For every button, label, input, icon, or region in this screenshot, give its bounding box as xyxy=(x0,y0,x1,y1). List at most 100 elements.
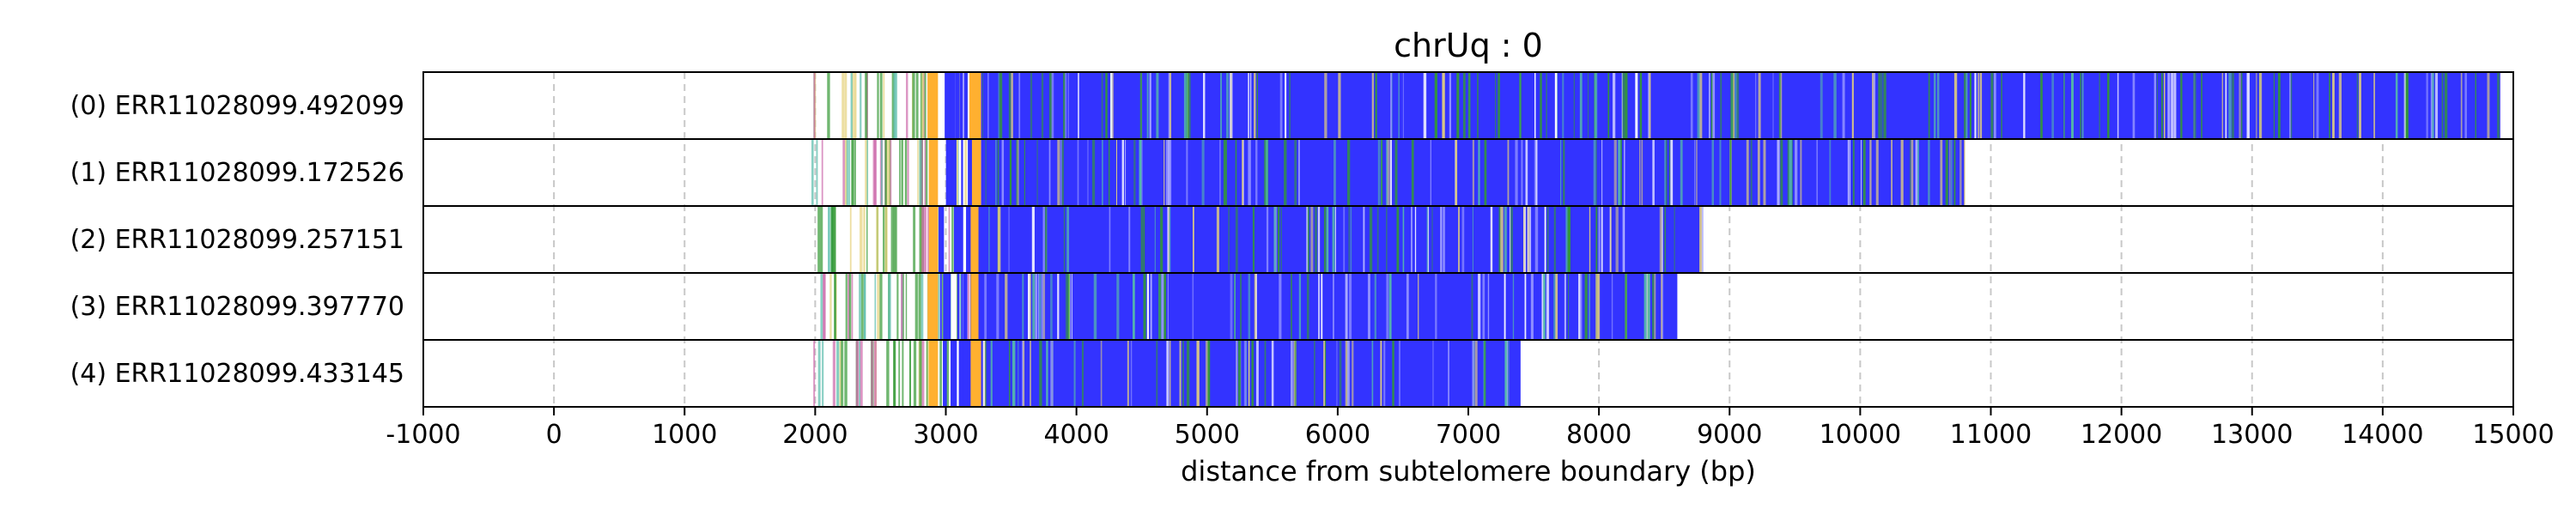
boundary-block xyxy=(928,206,939,273)
variant-stripe xyxy=(2426,72,2428,139)
variant-stripe xyxy=(1110,72,1113,139)
variant-stripe xyxy=(844,340,848,407)
variant-stripe xyxy=(1411,206,1413,273)
variant-stripe xyxy=(1192,273,1194,340)
variant-stripe xyxy=(1579,72,1583,139)
variant-stripe xyxy=(1333,273,1334,340)
variant-stripe xyxy=(1829,139,1832,206)
variant-stripe xyxy=(1915,139,1918,206)
variant-stripe xyxy=(1041,72,1044,139)
variant-stripe xyxy=(893,206,896,273)
variant-stripe xyxy=(1878,72,1881,139)
repeat-stripe xyxy=(959,72,963,139)
variant-stripe xyxy=(893,72,896,139)
variant-stripe xyxy=(2081,72,2084,139)
variant-stripe xyxy=(1219,139,1221,206)
variant-stripe xyxy=(841,340,844,407)
variant-stripe xyxy=(888,273,891,340)
x-tick-label: 10000 xyxy=(1820,420,1901,450)
variant-stripe xyxy=(913,340,917,407)
variant-stripe xyxy=(921,206,925,273)
variant-stripe xyxy=(2289,72,2293,139)
variant-stripe xyxy=(1669,139,1671,206)
variant-stripe xyxy=(912,72,915,139)
variant-stripe xyxy=(1050,340,1054,407)
variant-stripe xyxy=(1729,139,1732,206)
variant-stripe xyxy=(1553,273,1556,340)
variant-stripe xyxy=(2256,72,2257,139)
variant-stripe xyxy=(1618,139,1621,206)
variant-stripe xyxy=(1619,139,1622,206)
variant-stripe xyxy=(1442,72,1445,139)
variant-stripe xyxy=(841,72,845,139)
repeat-stripe xyxy=(955,72,960,139)
variant-stripe xyxy=(1842,72,1845,139)
variant-stripe xyxy=(1873,72,1876,139)
variant-stripe xyxy=(1755,72,1757,139)
variant-stripe xyxy=(1990,72,1994,139)
variant-stripe xyxy=(1046,340,1048,407)
variant-stripe xyxy=(2444,72,2448,139)
variant-stripe xyxy=(863,206,866,273)
variant-stripe xyxy=(1168,72,1170,139)
variant-stripe xyxy=(915,72,919,139)
variant-stripe xyxy=(1546,273,1550,340)
variant-stripe xyxy=(1140,206,1144,273)
repeat-stripe xyxy=(948,72,951,139)
repeat-stripe xyxy=(947,139,952,206)
variant-stripe xyxy=(821,139,823,206)
variant-stripe xyxy=(997,139,999,206)
variant-stripe xyxy=(996,273,999,340)
variant-stripe xyxy=(1248,273,1251,340)
variant-stripe xyxy=(1945,139,1948,206)
variant-stripe xyxy=(1418,273,1419,340)
chart-title: chrUq : 0 xyxy=(1394,27,1543,64)
repeat-stripe xyxy=(961,273,963,340)
variant-stripe xyxy=(890,206,894,273)
variant-stripe xyxy=(1146,273,1150,340)
variant-stripe xyxy=(1266,206,1269,273)
variant-stripe xyxy=(2132,72,2136,139)
variant-stripe xyxy=(1661,273,1664,340)
variant-stripe xyxy=(1964,139,1965,206)
variant-stripe xyxy=(1065,273,1069,340)
variant-stripe xyxy=(1064,72,1067,139)
variant-stripe xyxy=(919,206,922,273)
variant-stripe xyxy=(1477,72,1479,139)
variant-stripe xyxy=(1048,72,1053,139)
variant-stripe xyxy=(1795,139,1798,206)
variant-stripe xyxy=(872,139,876,206)
variant-stripe xyxy=(1310,206,1314,273)
variant-stripe xyxy=(1635,72,1638,139)
variant-stripe xyxy=(1036,139,1038,206)
variant-stripe xyxy=(921,340,925,407)
variant-stripe xyxy=(1964,72,1966,139)
variant-stripe xyxy=(938,273,940,340)
variant-stripe xyxy=(1367,273,1370,340)
repeat-stripe xyxy=(950,139,954,206)
variant-stripe xyxy=(1390,139,1392,206)
variant-stripe xyxy=(1643,273,1647,340)
variant-stripe xyxy=(1371,72,1374,139)
read-label: (2) ERR11028099.257151 xyxy=(70,225,404,255)
variant-stripe xyxy=(1787,139,1791,206)
x-tick-label: 7000 xyxy=(1436,420,1501,450)
variant-stripe xyxy=(1595,139,1597,206)
variant-stripe xyxy=(2313,72,2315,139)
variant-stripe xyxy=(1733,72,1735,139)
variant-stripe xyxy=(1127,340,1129,407)
variant-stripe xyxy=(1255,340,1259,407)
variant-stripe xyxy=(1862,139,1866,206)
repeat-stripe xyxy=(939,206,944,273)
variant-stripe xyxy=(1206,340,1211,407)
variant-stripe xyxy=(1256,72,1259,139)
boundary-block xyxy=(970,206,979,273)
variant-stripe xyxy=(1380,340,1382,407)
variant-stripe xyxy=(1719,139,1722,206)
variant-stripe xyxy=(1709,72,1710,139)
variant-stripe xyxy=(1279,72,1283,139)
variant-stripe xyxy=(2167,72,2171,139)
read-row: (4) ERR11028099.433145 xyxy=(70,339,2514,408)
variant-stripe xyxy=(822,340,824,407)
variant-stripe xyxy=(1375,72,1377,139)
